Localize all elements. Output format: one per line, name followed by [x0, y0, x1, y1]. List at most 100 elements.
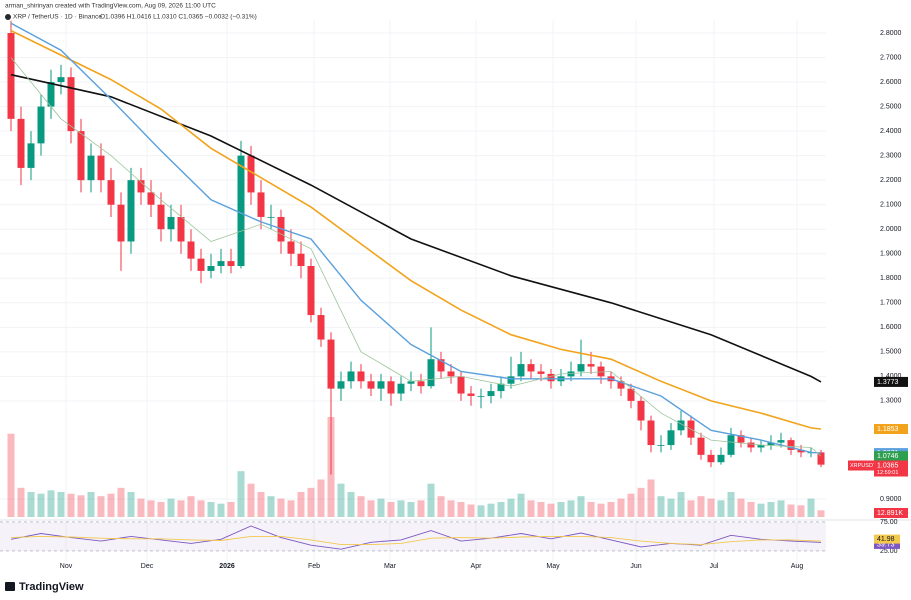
candle-body	[617, 381, 625, 389]
candle-body	[367, 381, 375, 389]
volume-bar	[127, 492, 135, 517]
x-tick-label: Aug	[791, 563, 804, 570]
candle-body	[427, 359, 435, 387]
volume-bar	[377, 498, 385, 517]
candle-body	[647, 420, 655, 446]
volume-bar	[227, 502, 235, 517]
candle-body	[437, 359, 445, 372]
price-tag-bg	[874, 451, 908, 462]
candle-body	[17, 118, 25, 168]
volume-bar	[17, 487, 25, 517]
countdown: 12:59:01	[877, 470, 898, 476]
candle-body	[167, 216, 175, 230]
candle-body	[677, 420, 685, 431]
candle-body	[97, 155, 105, 181]
volume-bar	[597, 503, 605, 517]
y-tick-label: 1.5000	[880, 349, 902, 356]
volume-bar	[107, 493, 115, 517]
volume-bar	[457, 502, 465, 517]
volume-bar	[637, 487, 645, 517]
y-tick-label: 1.8000	[880, 275, 902, 282]
candle-body	[187, 241, 195, 259]
volume-bar	[657, 496, 665, 517]
candle-body	[787, 440, 795, 450]
ohlc: O1.0396 H1.0416 L1.0310 C1.0365 −0.0032 …	[100, 14, 257, 21]
candle-body	[287, 241, 295, 254]
candle-body	[7, 33, 15, 119]
candle-body	[417, 381, 425, 387]
y-tick-label: 1.9000	[880, 251, 902, 258]
candle-body	[347, 371, 355, 382]
y-tick-label: 2.4000	[880, 128, 902, 135]
volume-bar	[317, 479, 325, 517]
volume-bar	[27, 492, 35, 517]
volume-bar	[747, 502, 755, 517]
candle-body	[327, 339, 335, 389]
volume-bar	[647, 479, 655, 517]
candle-body	[247, 155, 255, 193]
volume-bar	[537, 502, 545, 517]
volume-bar	[467, 504, 475, 517]
volume-bar	[817, 510, 825, 517]
candle-body	[697, 437, 705, 455]
moving-average	[10, 22, 822, 454]
y-tick-label: 2.8000	[880, 30, 902, 37]
candle-body	[457, 376, 465, 394]
candle-body	[727, 435, 735, 455]
volume-bar	[177, 500, 185, 517]
volume-bar	[87, 492, 95, 517]
volume-bar	[477, 505, 485, 517]
volume-bar	[367, 500, 375, 517]
candle-body	[257, 192, 265, 217]
candle-body	[587, 364, 595, 367]
rsi-tag-bg	[874, 539, 900, 549]
candle-body	[177, 216, 185, 242]
rsi-line	[10, 535, 822, 546]
candle-body	[337, 381, 345, 389]
volume-bar	[347, 492, 355, 517]
volume-bar	[807, 498, 815, 517]
volume-bar	[797, 505, 805, 517]
volume-bar	[407, 502, 415, 517]
candle-body	[667, 430, 675, 446]
logo-text: TradingView	[19, 581, 84, 593]
symbol-tag-bg	[848, 460, 874, 471]
candle-body	[547, 373, 555, 382]
volume-bar	[197, 500, 205, 517]
x-tick-label: Jun	[630, 563, 641, 570]
volume-bar	[577, 496, 585, 517]
volume-bar	[137, 498, 145, 517]
symbol-tag: XRPUSDT	[850, 463, 877, 469]
candle-body	[297, 253, 305, 267]
volume-bar	[267, 496, 275, 517]
volume-tag: 12.891K	[877, 510, 903, 517]
y-tick-label: 1.7000	[880, 300, 902, 307]
candle-body	[467, 393, 475, 396]
volume-bar	[547, 503, 555, 517]
volume-bar	[67, 493, 75, 517]
candle-body	[777, 440, 785, 443]
candle-body	[87, 155, 95, 181]
volume-bar	[207, 502, 215, 517]
author-line: arman_shirinyan created with TradingView…	[5, 3, 216, 10]
volume-bar	[497, 502, 505, 517]
volume-bar	[397, 500, 405, 517]
volume-bar	[57, 492, 65, 517]
price-tag-bg	[874, 376, 908, 387]
x-tick-label: 2026	[219, 563, 235, 570]
price-tag: 1.0365	[877, 462, 899, 469]
volume-bar	[557, 502, 565, 517]
x-tick-label: Apr	[471, 563, 483, 570]
tv-logo: TradingView	[5, 581, 84, 593]
candle-body	[597, 366, 605, 377]
volume-bar	[117, 487, 125, 517]
candle-body	[747, 442, 755, 448]
y-tick-label: 2.6000	[880, 79, 902, 86]
x-tick-label: Jul	[710, 563, 719, 570]
volume-bar	[777, 500, 785, 517]
candle-body	[387, 381, 395, 394]
rsi-tick-label: 75.00	[880, 519, 898, 526]
candle-body	[307, 266, 315, 316]
candle-body	[227, 261, 235, 267]
